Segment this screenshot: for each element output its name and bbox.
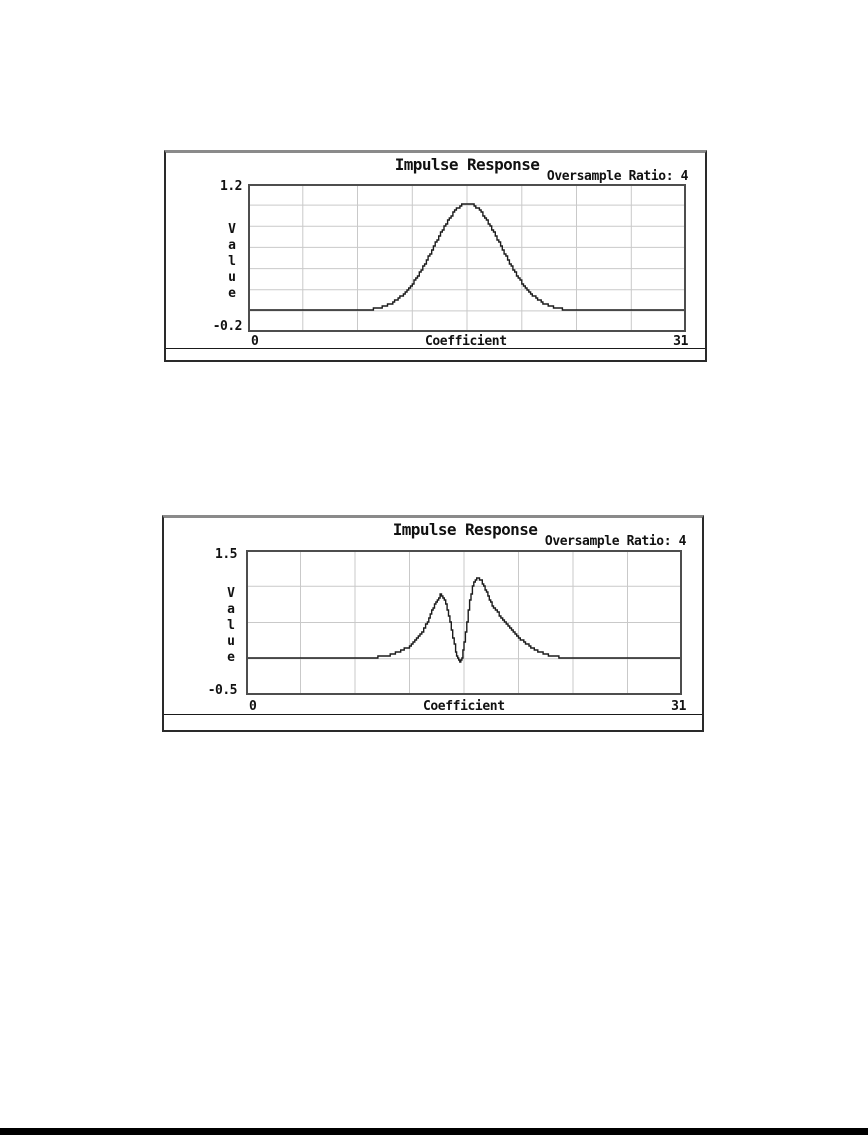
y-axis-title: Value [224,222,240,302]
impulse-response-panel-2: Impulse Response Oversample Ratio: 4 1.5… [162,515,704,732]
status-strip-separator [164,714,702,715]
y-axis-max-label: 1.2 [220,179,242,194]
x-axis-title: Coefficient [424,334,507,349]
y-axis-min-label: -0.2 [212,319,243,334]
page-footer-rule [0,1128,868,1135]
oversample-ratio-label: Oversample Ratio: 4 [546,169,689,184]
y-axis-max-label: 1.5 [215,547,237,562]
x-axis-min-label: 0 [249,699,257,714]
chart-title: Impulse Response [394,155,540,174]
impulse-response-plot [248,184,686,332]
x-axis-row: 0 Coefficient 31 [248,334,688,349]
x-axis-max-label: 31 [673,334,688,349]
plot-area [248,184,686,332]
status-strip-separator [166,348,705,349]
impulse-response-plot [246,550,682,695]
y-axis-min-label: -0.5 [207,683,238,698]
y-axis-title: Value [223,586,239,666]
chart-title: Impulse Response [392,520,538,539]
oversample-ratio-label: Oversample Ratio: 4 [544,534,687,549]
x-axis-max-label: 31 [671,699,686,714]
x-axis-min-label: 0 [251,334,259,349]
x-axis-title: Coefficient [422,699,505,714]
x-axis-row: 0 Coefficient 31 [246,699,686,714]
impulse-response-panel-1: Impulse Response Oversample Ratio: 4 1.2… [164,150,707,362]
plot-area [246,550,682,695]
